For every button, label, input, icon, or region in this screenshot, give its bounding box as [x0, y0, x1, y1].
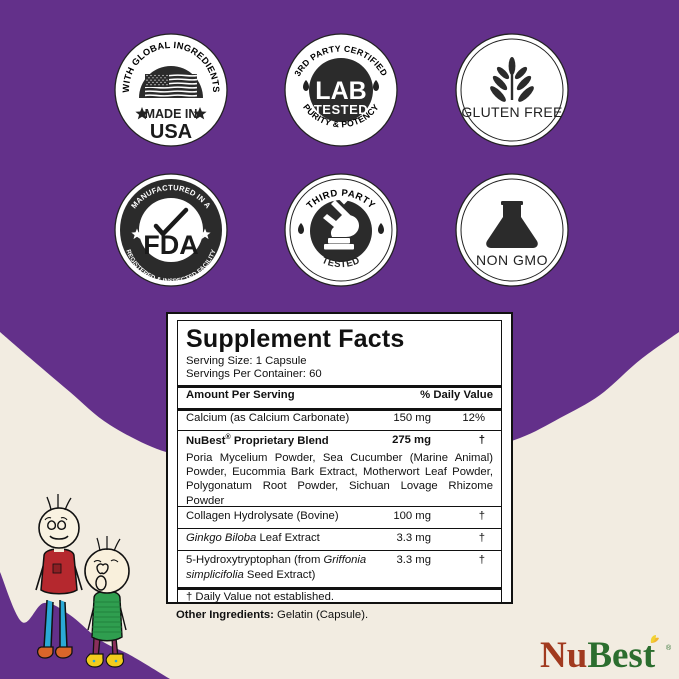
svg-text:FDA: FDA — [143, 230, 199, 260]
svg-text:MADE IN: MADE IN — [144, 107, 197, 121]
svg-text:NON GMO: NON GMO — [476, 252, 548, 268]
svg-text:NuBest: NuBest — [540, 635, 656, 676]
svg-text:TESTED: TESTED — [314, 102, 368, 117]
svg-text:GLUTEN FREE: GLUTEN FREE — [462, 104, 563, 120]
svg-text:USA: USA — [149, 121, 191, 143]
svg-text:®: ® — [666, 644, 672, 652]
svg-text:LAB: LAB — [315, 77, 366, 105]
